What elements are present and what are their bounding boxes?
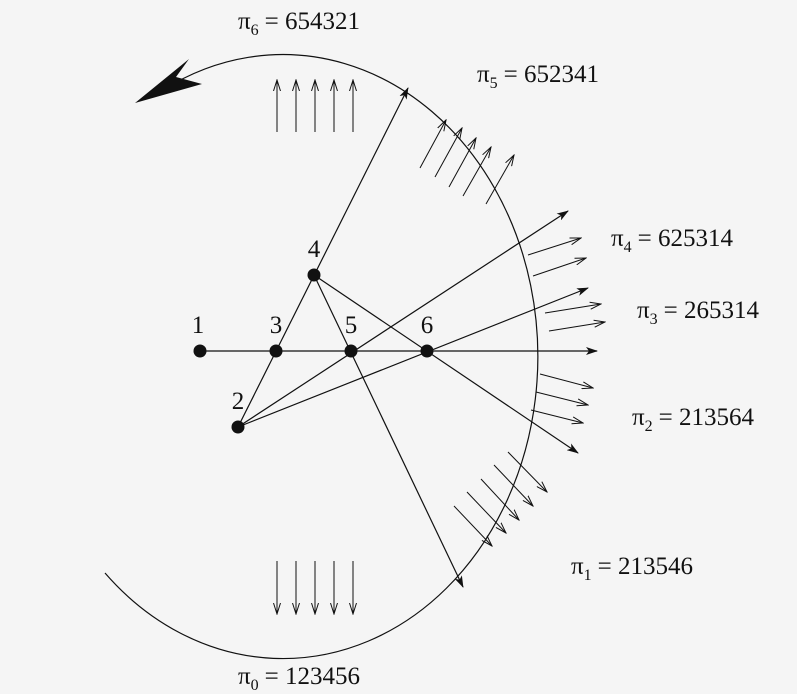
permutation-label-0: π0 = 123456 xyxy=(238,663,360,694)
point-5 xyxy=(344,344,358,358)
arrows-right-4 xyxy=(527,238,586,277)
permutation-label-3: π3 = 265314 xyxy=(637,297,759,328)
point-label-6: 6 xyxy=(421,312,434,339)
permutation-label-4: π4 = 625314 xyxy=(611,225,733,256)
permutation-label-2: π2 = 213564 xyxy=(632,404,754,435)
point-labels: 1 2 3 4 5 6 xyxy=(192,236,434,415)
arrows-top xyxy=(277,80,353,132)
point-label-1: 1 xyxy=(192,312,205,339)
point-2 xyxy=(231,420,245,434)
line-2-3-4 xyxy=(237,87,409,428)
point-label-4: 4 xyxy=(308,236,321,263)
arrows-upper-right xyxy=(419,120,514,205)
point-6 xyxy=(420,344,434,358)
sweep-arrowhead xyxy=(135,59,202,103)
line-4-6 xyxy=(313,274,579,454)
point-label-3: 3 xyxy=(270,312,283,339)
point-lines xyxy=(200,87,598,588)
permutation-labels: π0 = 123456 π1 = 213546 π2 = 213564 π3 = 265… xyxy=(238,8,759,694)
line-2-6 xyxy=(237,287,589,428)
line-2-5 xyxy=(237,210,569,428)
points xyxy=(193,268,434,434)
point-1 xyxy=(193,344,207,358)
permutation-label-6: π6 = 654321 xyxy=(238,8,360,39)
arrows-right-2 xyxy=(530,373,593,423)
direction-arrows xyxy=(277,80,605,614)
point-label-2: 2 xyxy=(232,388,245,415)
line-4-5 xyxy=(313,274,464,588)
permutation-label-1: π1 = 213546 xyxy=(571,553,693,584)
point-3 xyxy=(269,344,283,358)
point-label-5: 5 xyxy=(345,312,358,339)
point-4 xyxy=(307,268,321,282)
arrows-right-3 xyxy=(544,304,605,332)
arrows-lower-right xyxy=(453,451,547,546)
sweep-arc xyxy=(104,53,539,660)
permutation-label-5: π5 = 652341 xyxy=(477,61,599,92)
arrows-bottom xyxy=(277,561,353,614)
